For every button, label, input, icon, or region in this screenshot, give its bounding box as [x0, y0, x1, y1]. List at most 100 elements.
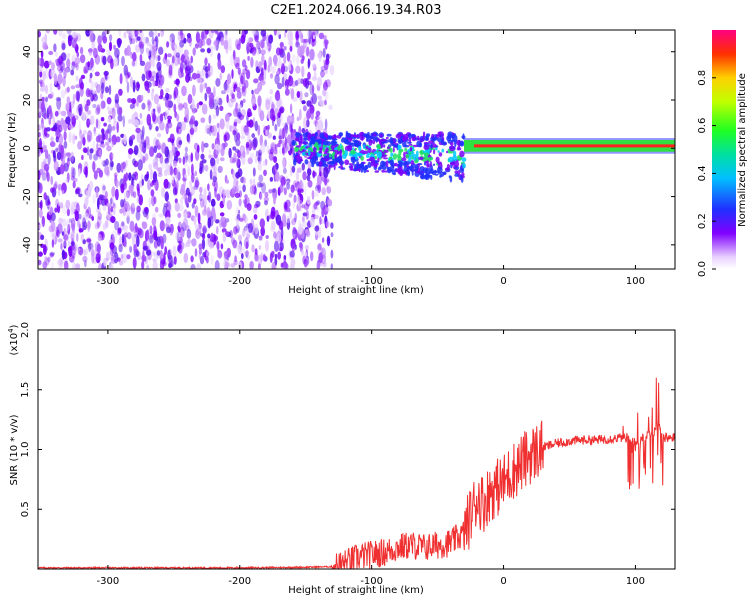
noise-speck [92, 140, 96, 152]
noise-speck [116, 162, 122, 173]
noise-speck [231, 93, 235, 100]
noise-speck [257, 95, 262, 107]
noise-speck [138, 41, 144, 49]
noise-speck [301, 221, 307, 228]
noise-speck [142, 245, 149, 251]
noise-speck [110, 195, 114, 207]
noise-speck [214, 30, 218, 35]
snr-frame [37, 329, 676, 570]
noise-speck [310, 251, 314, 262]
noise-speck [38, 122, 45, 131]
noise-speck [65, 199, 71, 209]
noise-speck [267, 64, 270, 73]
transition-speck [303, 137, 306, 140]
transition-speck [388, 168, 393, 173]
noise-speck [131, 60, 136, 67]
noise-speck [59, 164, 65, 175]
transition-speck [360, 155, 365, 161]
noise-speck [292, 229, 296, 239]
noise-speck [210, 157, 216, 167]
noise-speck [146, 142, 151, 150]
transition-speck [312, 133, 316, 136]
noise-speck [108, 84, 112, 95]
noise-speck [295, 170, 300, 182]
noise-speck [78, 168, 81, 177]
noise-speck [311, 37, 317, 47]
noise-speck [61, 190, 65, 195]
noise-speck [102, 35, 108, 44]
noise-speck [280, 262, 284, 268]
noise-speck [290, 31, 294, 44]
noise-speck [208, 149, 212, 154]
noise-speck [148, 163, 153, 171]
noise-speck [174, 168, 179, 178]
noise-speck [96, 104, 101, 114]
transition-speck [313, 137, 317, 141]
noise-speck [226, 200, 233, 210]
noise-speck [200, 48, 206, 53]
noise-speck [254, 252, 259, 262]
noise-speck [129, 76, 134, 88]
transition-speck [295, 136, 300, 142]
noise-speck [303, 116, 308, 129]
snr-y-tick-label-2: 1.5 [20, 382, 31, 398]
noise-speck [131, 98, 137, 105]
noise-speck [169, 163, 173, 175]
noise-speck [107, 55, 113, 64]
transition-speck [366, 154, 370, 159]
noise-speck [330, 249, 334, 259]
noise-speck [317, 184, 321, 193]
noise-speck [129, 245, 133, 253]
noise-speck [49, 82, 53, 94]
colorbar-tick-label-4: 0.8 [697, 70, 708, 86]
noise-speck [223, 189, 229, 197]
noise-speck [176, 126, 182, 135]
noise-speck [145, 173, 149, 180]
noise-speck [177, 225, 180, 231]
noise-speck [296, 90, 301, 99]
noise-speck [285, 263, 289, 269]
noise-speck [189, 127, 195, 135]
noise-speck [291, 131, 297, 139]
noise-speck [160, 31, 164, 38]
transition-speck [403, 144, 410, 148]
noise-speck [136, 82, 140, 89]
noise-speck [278, 97, 283, 110]
noise-speck [207, 217, 212, 229]
noise-speck [279, 174, 285, 184]
transition-speck [329, 135, 332, 140]
noise-speck [53, 160, 59, 172]
noise-speck [154, 206, 159, 213]
noise-speck [40, 199, 43, 210]
noise-speck [276, 233, 282, 244]
noise-speck [86, 146, 90, 156]
transition-speck [408, 143, 413, 146]
noise-speck [204, 92, 208, 102]
noise-speck [39, 70, 43, 78]
noise-speck [259, 191, 263, 200]
noise-speck [137, 159, 143, 171]
transition-speck [359, 142, 362, 145]
noise-speck [86, 190, 90, 200]
noise-speck [304, 245, 309, 250]
transition-speck [441, 148, 445, 153]
noise-speck [161, 187, 166, 198]
noise-speck [101, 143, 106, 149]
noise-speck [49, 253, 54, 258]
snr-x-tick-label-1: -200 [228, 576, 251, 587]
noise-speck [135, 127, 141, 134]
noise-speck [61, 218, 67, 227]
noise-speck [213, 163, 217, 175]
noise-speck [101, 129, 105, 141]
transition-speck [318, 150, 322, 154]
transition-speck [397, 144, 402, 150]
noise-speck [107, 116, 112, 123]
noise-speck [323, 58, 326, 65]
noise-speck [270, 210, 276, 220]
noise-speck [149, 123, 152, 131]
noise-speck [57, 188, 61, 196]
noise-speck [101, 55, 104, 64]
noise-speck [230, 263, 236, 268]
noise-speck [216, 157, 220, 165]
noise-speck [298, 30, 302, 37]
